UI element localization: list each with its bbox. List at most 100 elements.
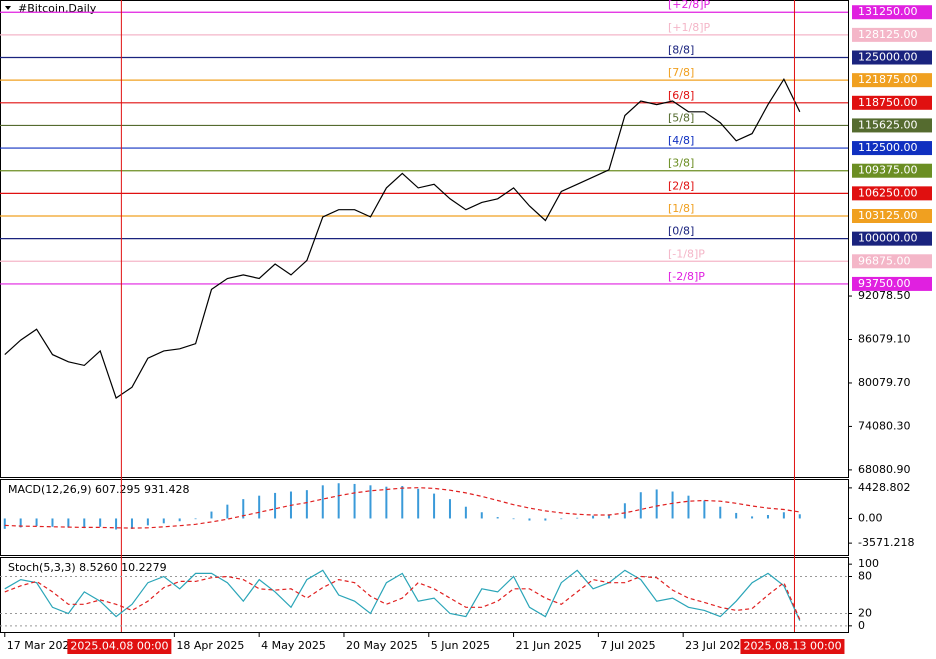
macd-bar [433, 493, 436, 519]
cursor-label-box [67, 639, 172, 654]
price-box [852, 95, 932, 110]
murrey-tag: [8/8] [668, 44, 694, 57]
x-tick-label: 20 May 2025 [346, 639, 418, 652]
price-box-label: 131250.00 [858, 5, 918, 18]
x-tick-label: 7 Jul 2025 [600, 639, 655, 652]
price-box [852, 73, 932, 88]
price-box-label: 125000.00 [858, 51, 918, 64]
menu-arrow [5, 6, 11, 10]
macd-bar [146, 518, 149, 526]
macd-title: MACD(12,26,9) 607.295 931.428 [8, 483, 190, 496]
murrey-tag: [7/8] [668, 66, 694, 79]
macd-bar [321, 485, 324, 519]
price-box [852, 276, 932, 291]
price-box-label: 118750.00 [858, 96, 918, 109]
price-box [852, 5, 932, 20]
price-box-label: 128125.00 [858, 28, 918, 41]
price-box [852, 163, 932, 178]
price-box [852, 208, 932, 223]
macd-bar [162, 518, 165, 524]
murrey-tag: [2/8] [668, 179, 694, 192]
price-box-label: 121875.00 [858, 73, 918, 86]
macd-bar [178, 518, 181, 522]
series-line [4, 77, 801, 399]
macd-bar [305, 490, 308, 519]
murrey-tag: [-2/8]P [668, 270, 705, 283]
price-box [852, 254, 932, 269]
macd-bar [401, 486, 404, 519]
price-box-label: 109375.00 [858, 164, 918, 177]
x-tick-label: 23 Jul 2025 [685, 639, 747, 652]
price-box [852, 27, 932, 42]
macd-bar [528, 518, 531, 521]
murrey-tag: [4/8] [668, 134, 694, 147]
macd-bar [258, 495, 261, 519]
price-box-label: 112500.00 [858, 141, 918, 154]
macd-bar [417, 488, 420, 519]
macd-bar [512, 518, 515, 520]
price-box-label: 93750.00 [858, 277, 911, 290]
y-tick-label: 74080.30 [858, 419, 911, 432]
y-tick-label: 80 [858, 570, 872, 583]
macd-bar [766, 515, 769, 519]
murrey-tag: [+1/8]P [668, 21, 711, 34]
macd-bar [19, 518, 22, 528]
macd-bar [448, 499, 451, 519]
macd-bar [67, 518, 70, 528]
y-tick-label: 92078.50 [858, 289, 911, 302]
macd-bar [35, 518, 38, 527]
macd-bar [576, 517, 579, 519]
y-tick-label: -3571.218 [858, 536, 914, 549]
macd-bar [782, 512, 785, 519]
murrey-tag: [-1/8]P [668, 247, 705, 260]
macd-bar [274, 492, 277, 519]
macd-bar [655, 489, 658, 519]
series-line [4, 569, 801, 621]
macd-bar [3, 518, 6, 529]
series-line [4, 575, 801, 620]
macd-bar [687, 495, 690, 519]
y-tick-label: 20 [858, 607, 872, 620]
macd-bar [639, 492, 642, 519]
macd-bar [735, 512, 738, 519]
price-box [852, 141, 932, 156]
macd-bar [210, 511, 213, 519]
macd-bar [130, 518, 133, 529]
macd-bar [385, 486, 388, 519]
macd-bar [719, 506, 722, 519]
murrey-tag: [1/8] [668, 202, 694, 215]
y-tick-label: 86079.10 [858, 332, 911, 345]
cursor-label: 2025.08.13 00:00 [743, 640, 841, 653]
stoch-panel [0, 557, 849, 633]
chart-title: #Bitcoin,Daily [18, 2, 97, 15]
price-box [852, 118, 932, 133]
y-tick-label: 100 [858, 557, 879, 570]
macd-bar [369, 485, 372, 519]
y-tick-label: 0.00 [858, 511, 883, 524]
macd-bar [560, 518, 563, 520]
macd-bar [353, 483, 356, 519]
macd-bar [623, 503, 626, 519]
murrey-tag: [0/8] [668, 225, 694, 238]
macd-bar [115, 518, 118, 530]
macd-bar [496, 517, 499, 519]
price-box-label: 103125.00 [858, 209, 918, 222]
price-box [852, 186, 932, 201]
price-box-label: 106250.00 [858, 186, 918, 199]
x-tick-label: 4 May 2025 [261, 639, 326, 652]
x-tick-label: 17 Mar 2025 [7, 639, 77, 652]
macd-bar [592, 515, 595, 519]
macd-bar [703, 500, 706, 519]
macd-bar [194, 518, 197, 520]
macd-bar [99, 518, 102, 527]
macd-bar [671, 491, 674, 519]
price-box [852, 50, 932, 65]
x-tick-label: 18 Apr 2025 [176, 639, 244, 652]
macd-bar [751, 516, 754, 519]
y-tick-label: 4428.802 [858, 481, 911, 494]
y-tick-label: 68080.90 [858, 463, 911, 476]
x-tick-label: 5 Jun 2025 [431, 639, 490, 652]
price-box-label: 115625.00 [858, 118, 918, 131]
